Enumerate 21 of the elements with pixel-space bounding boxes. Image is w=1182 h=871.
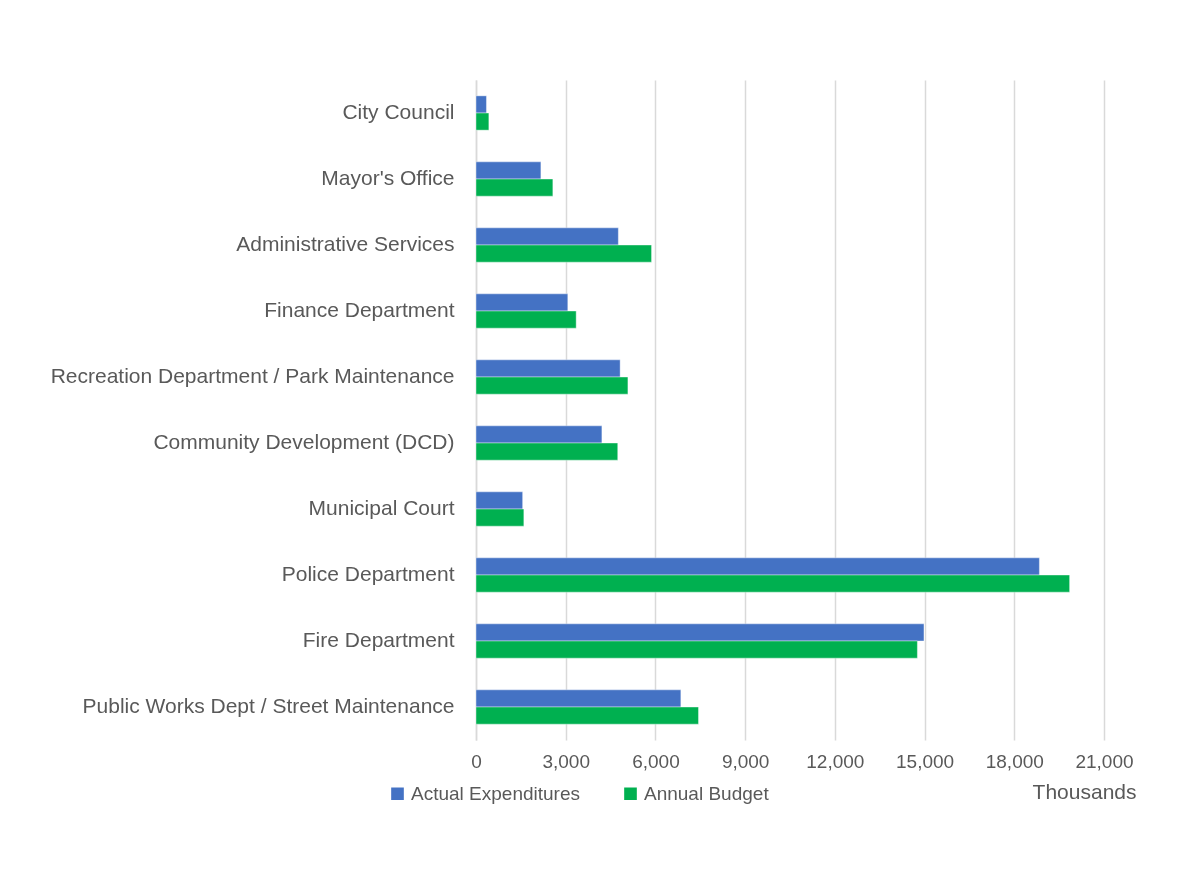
y-tick-label: Fire Department: [302, 628, 455, 651]
x-tick-label: 15,000: [896, 750, 955, 772]
x-tick-label: 0: [471, 750, 482, 772]
x-axis-title: Thousands: [1032, 779, 1137, 803]
y-tick-label: City Council: [342, 100, 455, 123]
x-tick-label: 6,000: [632, 750, 680, 772]
y-tick-label: Municipal Court: [308, 496, 455, 519]
x-tick-label: 3,000: [542, 750, 590, 772]
x-tick-label: 21,000: [1075, 750, 1134, 772]
y-tick-label: Administrative Services: [236, 232, 455, 255]
y-tick-label: Police Department: [281, 562, 455, 585]
y-tick-label: Recreation Department / Park Maintenance: [50, 364, 455, 387]
y-tick-label: Finance Department: [264, 298, 455, 321]
x-tick-label: 9,000: [721, 750, 770, 772]
x-tick-label: 12,000: [806, 750, 865, 772]
x-tick-label: 18,000: [985, 750, 1044, 772]
y-tick-label: Mayor's Office: [321, 166, 455, 189]
y-tick-label: Community Development (DCD): [153, 430, 455, 453]
legend-label: Actual Expenditures: [411, 782, 580, 804]
y-tick-label: Public Works Dept / Street Maintenance: [82, 694, 455, 717]
legend-label: Annual Budget: [644, 782, 770, 804]
